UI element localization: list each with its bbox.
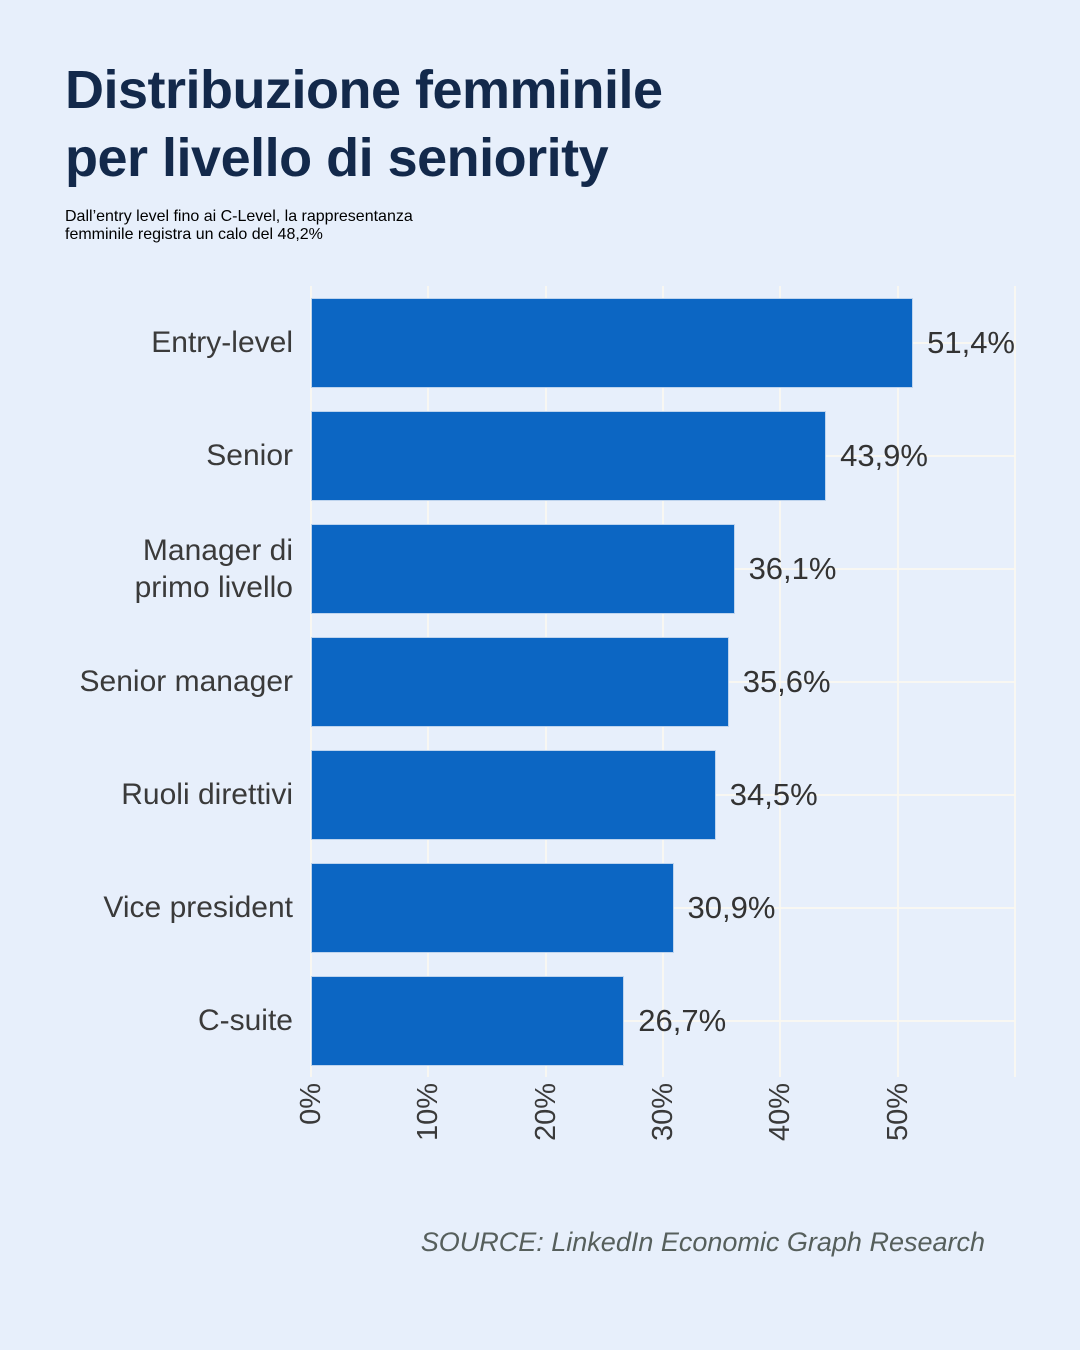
value-label: 35,6%	[742, 663, 831, 699]
bar-track: 26,7%	[311, 964, 1015, 1077]
bar-track: 36,1%	[311, 512, 1015, 625]
value-label: 26,7%	[638, 1002, 727, 1038]
category-label: Senior	[206, 439, 293, 472]
chart-row: Senior manager 35,6%	[65, 625, 1015, 738]
category-label: Senior manager	[79, 665, 293, 698]
bar	[311, 862, 674, 953]
value-label: 34,5%	[729, 776, 818, 812]
category-label: Vice president	[103, 891, 293, 924]
value-label: 43,9%	[840, 437, 928, 473]
bar	[311, 523, 735, 614]
value-label: 51,4%	[927, 324, 1015, 360]
chart-row: Manager di primo livello 36,1%	[65, 512, 1015, 625]
x-axis-tick: 20%	[529, 1083, 587, 1141]
page-title: Distribuzione femminile per livello di s…	[65, 56, 1020, 192]
bar	[311, 297, 914, 388]
title-line-2: per livello di seniority	[65, 128, 609, 188]
value-label: 36,1%	[748, 550, 837, 586]
chart-header: Distribuzione femminile per livello di s…	[0, 0, 1080, 244]
bar	[311, 749, 716, 840]
chart-row: C-suite 26,7%	[65, 964, 1015, 1077]
bar	[311, 975, 625, 1066]
x-axis-tick-label: 20%	[529, 1083, 562, 1142]
bar-track: 51,4%	[311, 286, 1015, 399]
x-axis-tick: 10%	[411, 1083, 469, 1141]
chart-row: Vice president 30,9%	[65, 851, 1015, 964]
x-axis-tick: 50%	[881, 1083, 939, 1141]
x-axis-tick: 40%	[763, 1083, 821, 1141]
x-axis-tick-label: 50%	[881, 1083, 914, 1142]
bar	[311, 636, 729, 727]
bar	[311, 410, 827, 501]
bar-track: 43,9%	[311, 399, 1015, 512]
bar-chart: Entry-level 51,4% Senior 43,9% Manager d…	[65, 286, 1016, 1187]
gridline	[1014, 286, 1016, 1077]
category-label: Ruoli direttivi	[121, 778, 293, 811]
chart-row: Senior 43,9%	[65, 399, 1015, 512]
x-axis-tick-label: 0%	[295, 1083, 327, 1125]
x-axis-tick: 30%	[646, 1083, 704, 1141]
bar-track: 35,6%	[311, 625, 1015, 738]
bar-track: 30,9%	[311, 851, 1015, 964]
value-label: 30,9%	[687, 889, 776, 925]
category-label: C-suite	[197, 1004, 293, 1037]
chart-row: Entry-level 51,4%	[65, 286, 1015, 399]
x-axis-tick: 0%	[294, 1083, 336, 1125]
subtitle-line-1: Dall’entry level fino ai C-Level, la rap…	[65, 208, 413, 225]
x-axis-tick-label: 40%	[764, 1083, 797, 1142]
x-axis: 0% 10% 20% 30% 40% 50%	[295, 1083, 1015, 1187]
subtitle-line-2: femminile registra un calo del 48,2%	[65, 226, 323, 243]
x-axis-tick-label: 10%	[412, 1083, 445, 1142]
bar-track: 34,5%	[311, 738, 1015, 851]
chart-rows: Entry-level 51,4% Senior 43,9% Manager d…	[65, 286, 1015, 1077]
category-label: Manager di primo livello	[134, 533, 293, 604]
x-axis-tick-label: 30%	[647, 1083, 679, 1142]
title-line-1: Distribuzione femminile	[65, 60, 663, 120]
category-label: Entry-level	[151, 326, 293, 359]
chart-row: Ruoli direttivi 34,5%	[65, 738, 1015, 851]
source-note: SOURCE: LinkedIn Economic Graph Research	[420, 1227, 985, 1257]
